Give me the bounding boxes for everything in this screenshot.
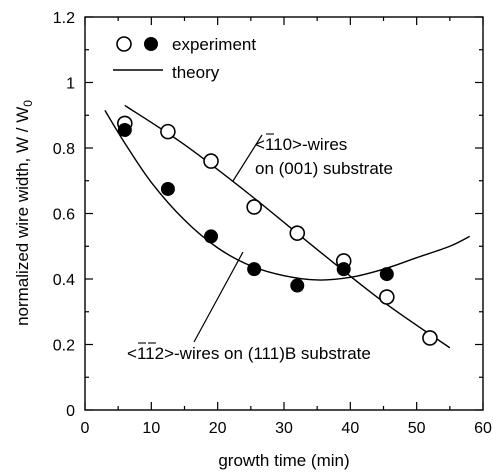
legend-open-marker (116, 36, 132, 52)
x-tick-label: 60 (474, 420, 492, 437)
y-axis-label-subscript: 0 (21, 100, 35, 107)
y-tick-label: 1.2 (53, 10, 75, 27)
filled-circle-point (247, 262, 262, 277)
filled-circle-point (290, 278, 305, 293)
filled-circle-point (160, 181, 175, 196)
y-tick-label: 0.2 (53, 338, 75, 355)
legend-filled-marker (144, 37, 158, 51)
y-axis-label: normalized wire width, W / W0 (13, 100, 35, 326)
open-circle-point (379, 289, 395, 305)
open-circle-point (246, 199, 262, 215)
theory-curve-filled (104, 109, 471, 281)
open-circle-point (160, 123, 176, 140)
annotation-filled: <112>-wires on (111)B substrate (127, 344, 371, 363)
axis-ticks: 0 10 20 30 40 50 60 0 0.2 0.4 0.6 0.8 1 1.2 (53, 10, 492, 437)
x-tick-label: 50 (408, 420, 426, 437)
x-tick-label: 20 (209, 420, 227, 437)
y-axis-label-main: normalized wire width, W / W (13, 107, 32, 326)
x-tick-label: 40 (341, 420, 359, 437)
open-circle-point (203, 153, 219, 169)
annotation-open-line1: <110>-wires (255, 135, 347, 154)
filled-circle-point (336, 262, 351, 277)
legend-theory-label: theory (172, 63, 220, 82)
y-tick-label: 0.6 (53, 207, 75, 224)
x-axis-label: growth time (min) (218, 451, 349, 470)
leader-line-filled (193, 251, 244, 343)
y-tick-label: 0.4 (53, 272, 75, 289)
x-tick-label: 30 (275, 420, 293, 437)
y-tick-label: 1 (66, 76, 75, 93)
legend: experiment theory (113, 35, 256, 82)
open-circle-point (422, 330, 438, 346)
open-circle-point (289, 225, 306, 241)
annotation-open-line2: on (001) substrate (255, 159, 393, 178)
x-tick-label: 0 (81, 420, 90, 437)
y-tick-label: 0 (66, 403, 75, 420)
filled-circle-point (117, 122, 132, 137)
filled-circle-point (379, 267, 394, 282)
y-tick-label: 0.8 (53, 141, 75, 158)
data-points (117, 115, 438, 346)
filled-circle-point (204, 229, 219, 244)
x-tick-label: 10 (142, 420, 160, 437)
leader-line-open (232, 134, 263, 182)
legend-experiment-label: experiment (172, 35, 256, 54)
